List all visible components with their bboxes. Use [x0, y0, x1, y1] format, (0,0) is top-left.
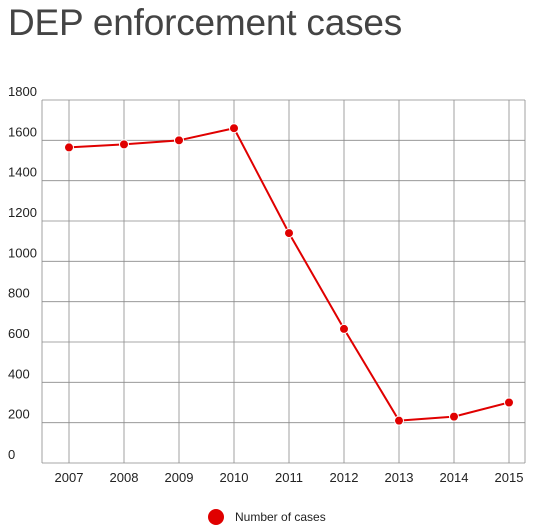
y-axis-tick-labels: 0 200 400 600 800 1000 1200 1400 1600 1800	[8, 84, 37, 462]
y-tick-label: 1800	[8, 84, 37, 99]
x-tick-label: 2013	[385, 470, 414, 485]
data-point	[229, 123, 239, 134]
data-point	[504, 397, 514, 408]
legend-marker[interactable]	[208, 509, 224, 525]
y-tick-label: 400	[8, 366, 30, 381]
y-tick-label: 1200	[8, 205, 37, 220]
data-point	[394, 415, 404, 426]
y-tick-label: 600	[8, 326, 30, 341]
y-tick-label: 1400	[8, 165, 37, 180]
legend: Number of cases	[208, 509, 326, 525]
data-point	[174, 135, 184, 146]
series-layer	[64, 123, 514, 426]
y-tick-label: 0	[8, 447, 15, 462]
data-point	[339, 323, 349, 334]
y-tick-label: 1000	[8, 245, 37, 260]
x-tick-label: 2014	[440, 470, 469, 485]
chart-title: DEP enforcement cases	[8, 2, 403, 43]
y-tick-label: 200	[8, 407, 30, 422]
grid-lines	[41, 99, 526, 464]
x-tick-label: 2011	[275, 470, 303, 485]
y-tick-label: 800	[8, 286, 30, 301]
x-tick-label: 2008	[110, 470, 139, 485]
x-tick-label: 2015	[495, 470, 524, 485]
data-point	[449, 411, 459, 422]
legend-label[interactable]: Number of cases	[235, 510, 326, 524]
data-point	[284, 228, 294, 239]
data-point	[119, 139, 129, 150]
x-tick-label: 2010	[220, 470, 249, 485]
x-axis-tick-labels: 2007 2008 2009 2010 2011 2012 2013 2014 2015	[55, 470, 524, 485]
y-tick-label: 1600	[8, 124, 37, 139]
x-tick-label: 2012	[330, 470, 359, 485]
data-point	[64, 142, 74, 153]
x-tick-label: 2009	[165, 470, 194, 485]
x-tick-label: 2007	[55, 470, 84, 485]
